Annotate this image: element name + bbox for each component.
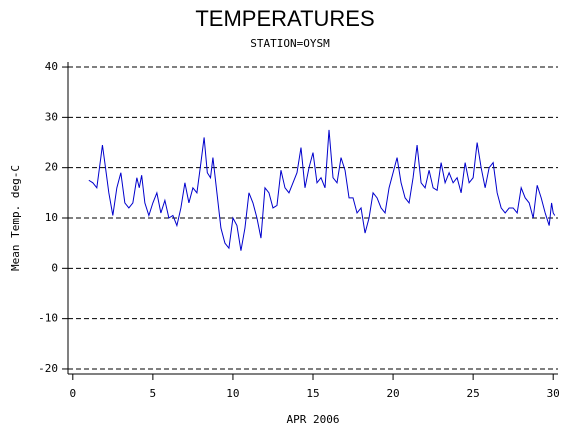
y-tick-label: 10 [45, 211, 58, 224]
x-tick-label: 15 [306, 387, 319, 400]
y-tick-label: 0 [51, 261, 58, 274]
x-tick-label: 30 [547, 387, 560, 400]
x-tick-label: 0 [69, 387, 76, 400]
y-tick-label: -20 [38, 362, 58, 375]
x-axis-label: APR 2006 [287, 413, 340, 426]
x-tick-label: 5 [150, 387, 157, 400]
y-tick-label: -10 [38, 312, 58, 325]
y-tick-label: 30 [45, 110, 58, 123]
y-tick-label: 20 [45, 161, 58, 174]
line-series [88, 129, 556, 251]
chart-title: TEMPERATURES [195, 6, 374, 31]
chart-subtitle: STATION=OYSM [250, 37, 330, 50]
x-tick-label: 10 [226, 387, 239, 400]
y-tick-label: 40 [45, 60, 58, 73]
x-tick-label: 25 [467, 387, 480, 400]
x-tick-label: 20 [386, 387, 399, 400]
y-axis-label: Mean Temp. deg-C [9, 165, 22, 271]
